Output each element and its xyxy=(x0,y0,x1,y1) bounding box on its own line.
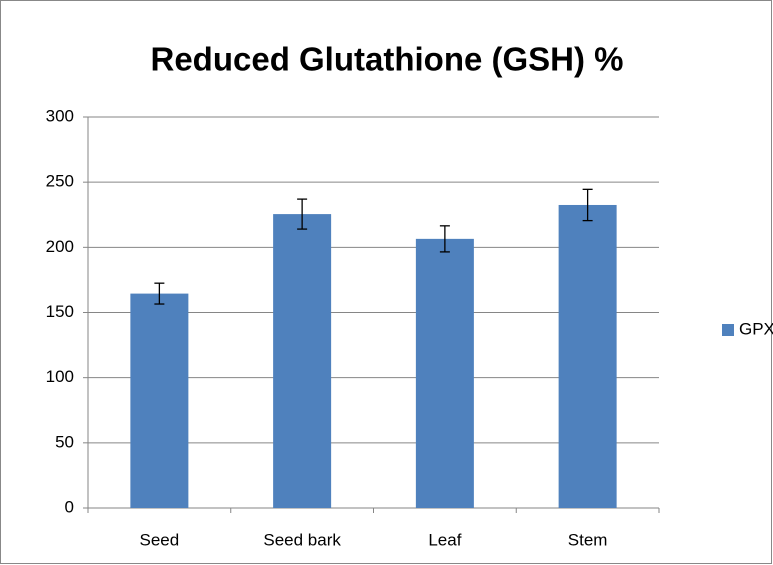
legend-label: GPX xyxy=(739,319,773,338)
bar xyxy=(273,214,332,508)
error-bar xyxy=(297,198,308,230)
y-tick-label: 0 xyxy=(65,497,74,516)
error-bar xyxy=(582,188,593,222)
x-tick-label: Seed bark xyxy=(263,530,341,549)
x-tick-label: Stem xyxy=(568,530,608,549)
y-tick-label: 50 xyxy=(55,432,74,451)
y-tick-label: 100 xyxy=(46,367,74,386)
y-tick-label: 150 xyxy=(46,302,74,321)
y-tick-label: 250 xyxy=(46,172,74,191)
bar xyxy=(558,204,617,508)
bar xyxy=(415,238,474,508)
x-tick-label: Leaf xyxy=(428,530,461,549)
error-bar xyxy=(154,282,165,305)
legend-swatch xyxy=(722,324,734,336)
bar xyxy=(130,293,189,508)
chart-title: Reduced Glutathione (GSH) % xyxy=(150,41,623,78)
y-tick-label: 300 xyxy=(46,106,74,125)
error-bar xyxy=(439,225,450,253)
x-tick-label: Seed xyxy=(140,530,180,549)
y-tick-label: 200 xyxy=(46,237,74,256)
